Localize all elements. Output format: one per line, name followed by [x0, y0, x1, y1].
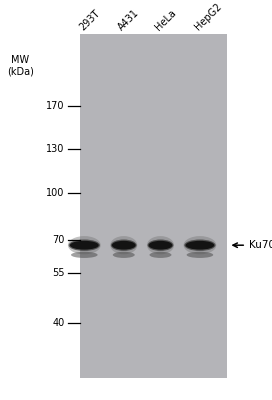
Bar	[80, 34, 227, 378]
Ellipse shape	[113, 252, 135, 258]
Text: 100: 100	[46, 188, 65, 198]
Ellipse shape	[149, 241, 172, 250]
Ellipse shape	[186, 241, 214, 250]
Ellipse shape	[187, 252, 213, 258]
Ellipse shape	[150, 252, 171, 258]
Text: 293T: 293T	[77, 8, 101, 32]
Ellipse shape	[184, 240, 215, 251]
Text: 70: 70	[52, 235, 65, 245]
Text: MW
(kDa): MW (kDa)	[7, 55, 34, 77]
Ellipse shape	[71, 252, 98, 258]
Ellipse shape	[184, 236, 216, 254]
Text: 130: 130	[46, 144, 65, 154]
Ellipse shape	[147, 236, 174, 254]
Ellipse shape	[110, 236, 137, 254]
Ellipse shape	[112, 241, 136, 250]
Text: Ku70: Ku70	[249, 240, 272, 250]
Ellipse shape	[70, 241, 99, 250]
Text: HepG2: HepG2	[193, 1, 224, 32]
Text: A431: A431	[117, 7, 141, 32]
Text: 55: 55	[52, 268, 65, 278]
Ellipse shape	[147, 240, 174, 251]
Ellipse shape	[68, 236, 101, 254]
Ellipse shape	[69, 240, 100, 251]
Text: 40: 40	[52, 318, 65, 328]
Text: 170: 170	[46, 101, 65, 111]
Text: HeLa: HeLa	[153, 7, 178, 32]
Ellipse shape	[111, 240, 137, 251]
